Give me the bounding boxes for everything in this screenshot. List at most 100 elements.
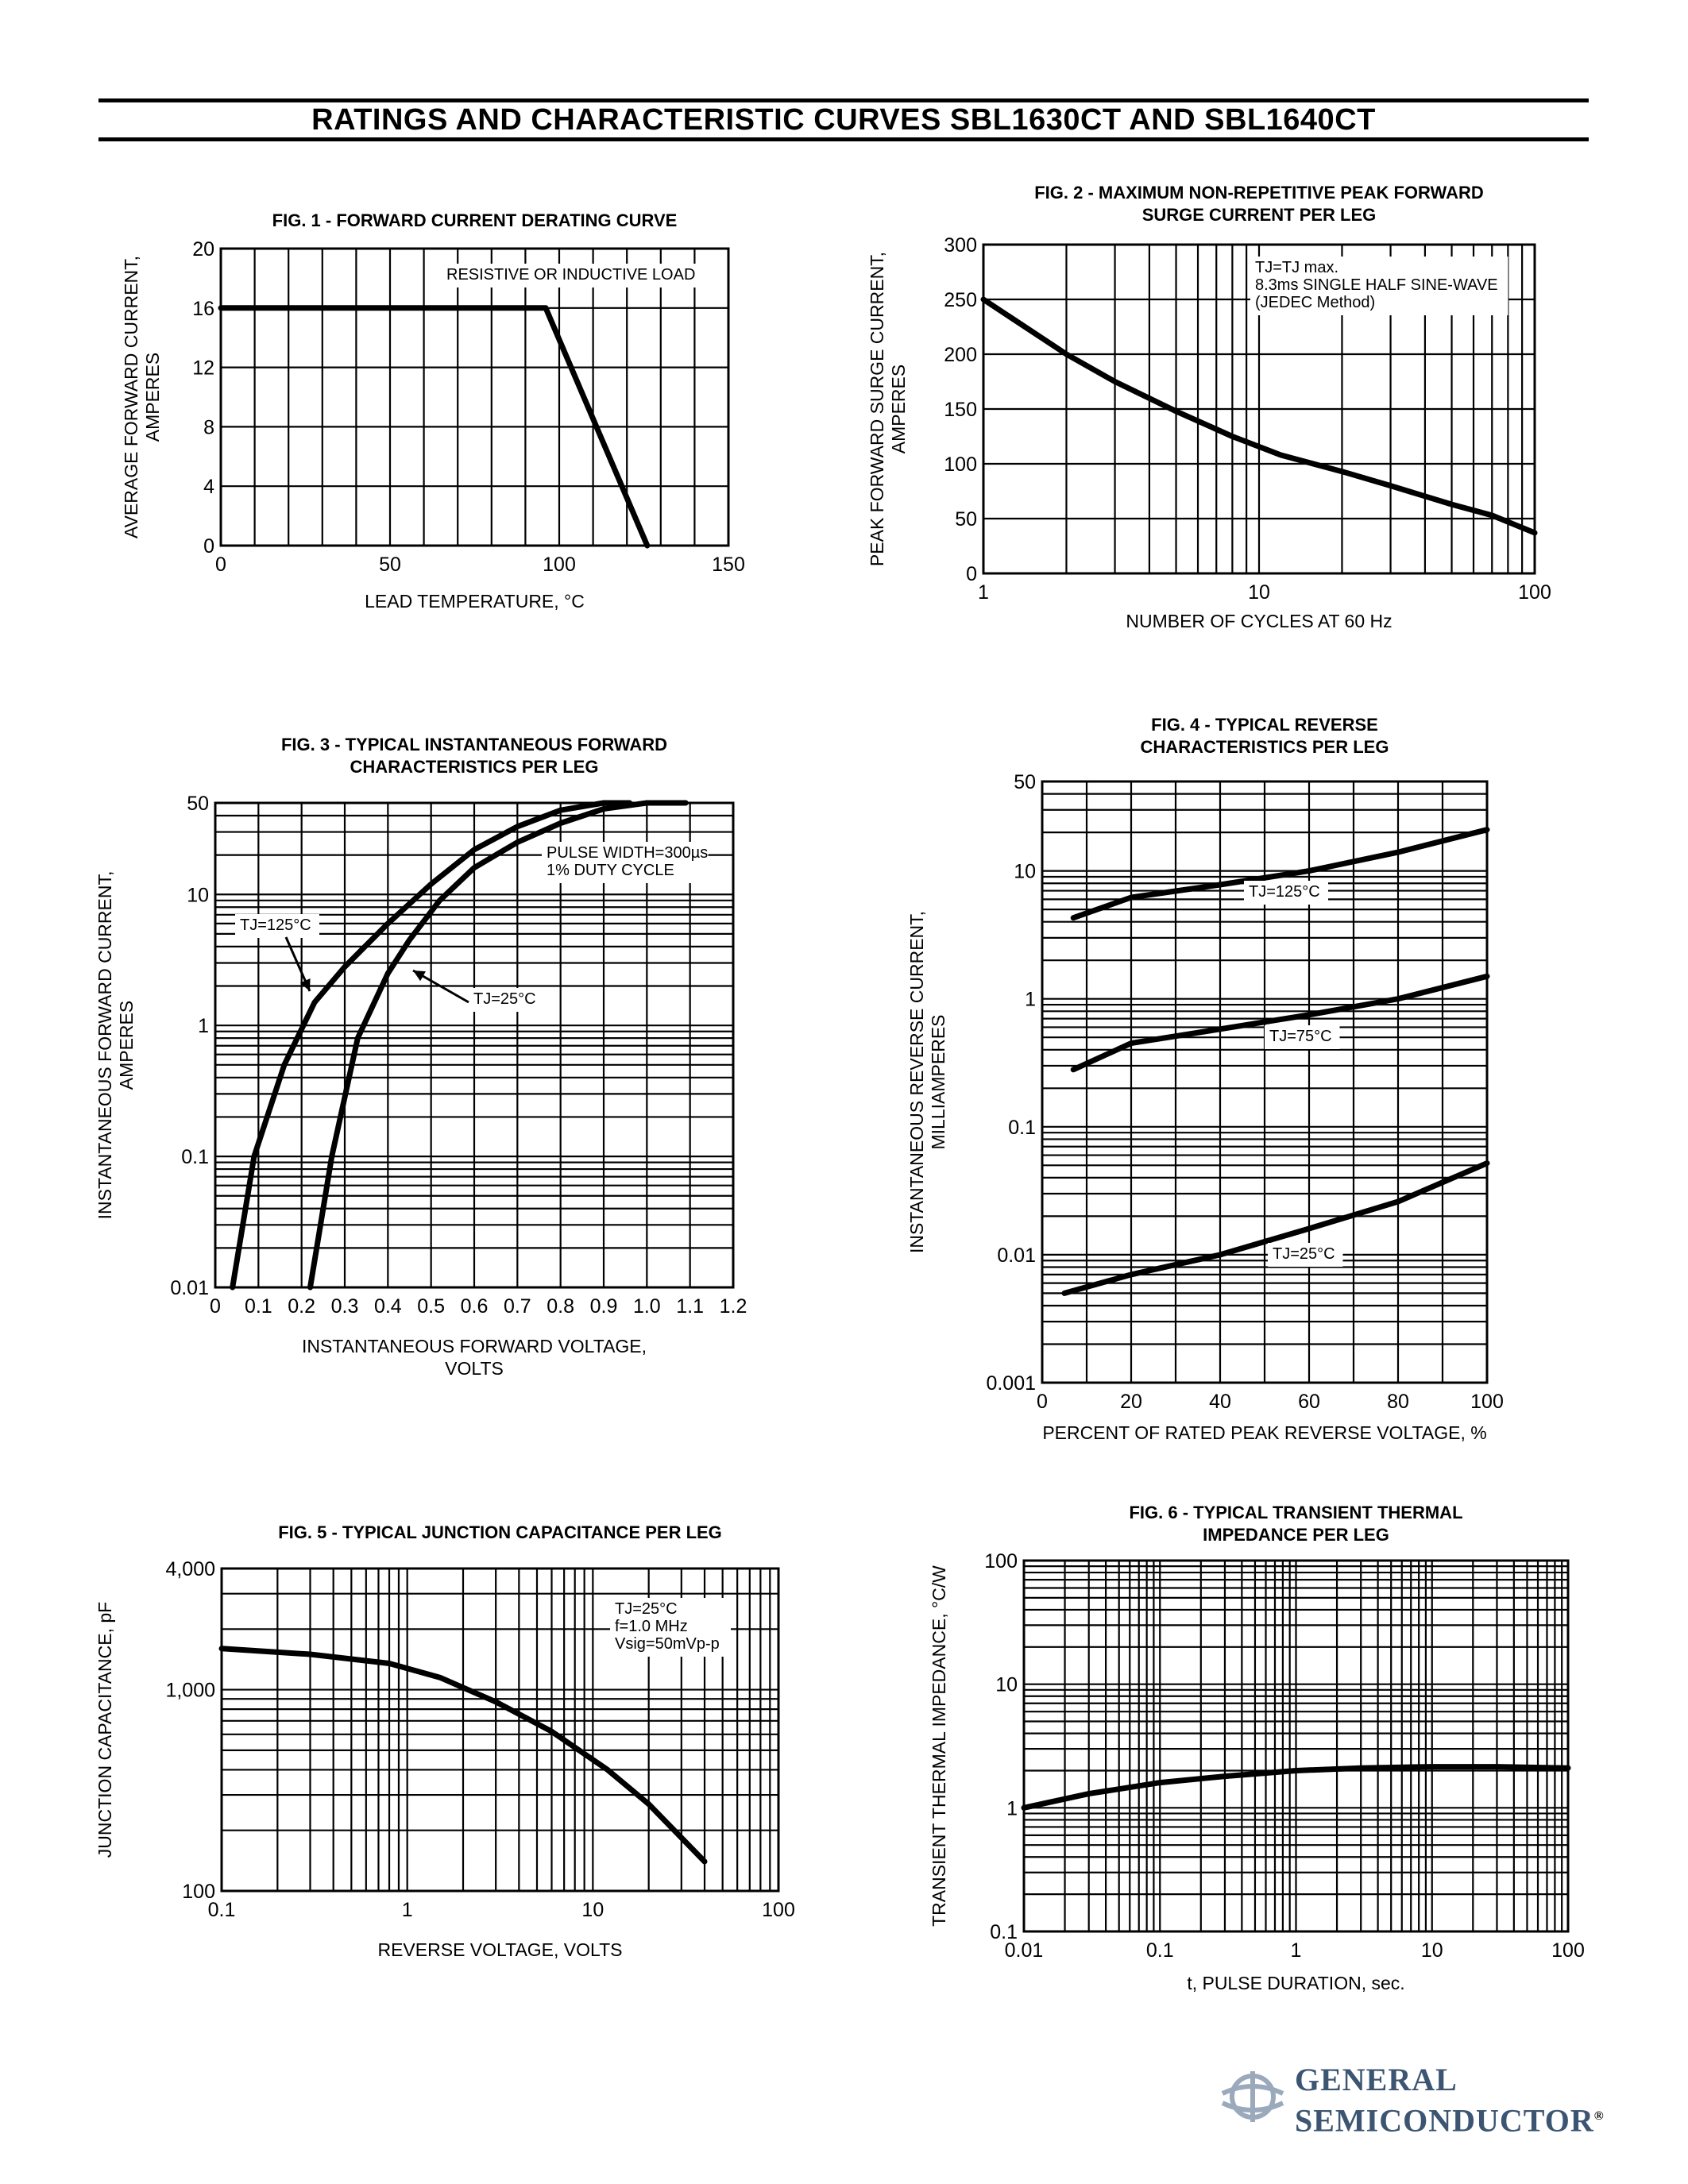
data-series-line <box>1070 973 1490 1073</box>
page-title: RATINGS AND CHARACTERISTIC CURVES SBL163… <box>311 103 1376 137</box>
y-tick-label: 200 <box>944 344 977 366</box>
y-tick-label: 12 <box>192 357 214 380</box>
x-tick-label: 0 <box>210 1295 221 1318</box>
title-underline <box>98 137 1589 141</box>
y-tick-label: 1 <box>198 1015 209 1037</box>
annotation-text: TJ=25°C <box>473 990 536 1008</box>
annotation-text: TJ=125°C <box>1249 883 1320 901</box>
x-tick-label: 10 <box>1248 581 1270 604</box>
y-axis-label: AMPERES <box>116 1001 137 1090</box>
x-tick-label: 0.8 <box>547 1295 574 1318</box>
y-tick-label: 300 <box>944 234 977 257</box>
x-axis-label: PERCENT OF RATED PEAK REVERSE VOLTAGE, % <box>1042 1422 1486 1443</box>
y-tick-label: 150 <box>944 399 977 421</box>
x-tick-label: 100 <box>1518 581 1551 604</box>
chart-title: FIG. 6 - TYPICAL TRANSIENT THERMAL <box>1129 1503 1462 1522</box>
y-tick-label: 20 <box>192 238 214 260</box>
y-tick-label: 10 <box>187 884 209 906</box>
y-tick-label: 0 <box>203 535 214 558</box>
y-tick-label: 50 <box>187 793 209 815</box>
annotation-text: 8.3ms SINGLE HALF SINE-WAVE <box>1255 276 1498 294</box>
data-series-line <box>218 305 651 549</box>
brand-line-2: SEMICONDUCTOR <box>1295 2102 1594 2139</box>
y-tick-label: 4,000 <box>165 1558 215 1580</box>
y-axis-label: JUNCTION CAPACITANCE, pF <box>95 1602 115 1858</box>
annotation-background <box>469 988 544 1012</box>
x-tick-label: 1 <box>402 1899 413 1921</box>
y-tick-label: 0 <box>966 563 977 585</box>
x-axis-label: INSTANTANEOUS FORWARD VOLTAGE, <box>302 1336 647 1356</box>
chart-title: FIG. 5 - TYPICAL JUNCTION CAPACITANCE PE… <box>278 1522 722 1542</box>
annotation-text: TJ=75°C <box>1269 1028 1332 1045</box>
x-tick-label: 100 <box>1470 1391 1504 1413</box>
x-tick-label: 1 <box>1291 1939 1302 1962</box>
chart-title: FIG. 1 - FORWARD CURRENT DERATING CURVE <box>272 210 678 230</box>
chart-title: CHARACTERISTICS PER LEG <box>350 757 599 777</box>
chart-title: FIG. 2 - MAXIMUM NON-REPETITIVE PEAK FOR… <box>1034 183 1484 203</box>
y-tick-label: 0.1 <box>1008 1117 1036 1139</box>
x-tick-label: 0.01 <box>1005 1939 1044 1962</box>
y-tick-label: 1,000 <box>165 1680 215 1702</box>
x-tick-label: 0.1 <box>208 1899 236 1921</box>
pointer-arrow-head <box>299 978 311 991</box>
x-tick-label: 10 <box>1421 1939 1443 1962</box>
y-axis-label: AMPERES <box>888 365 909 453</box>
y-tick-label: 4 <box>203 476 214 498</box>
pointer-arrow-head <box>413 970 426 982</box>
x-axis-label: VOLTS <box>445 1358 504 1379</box>
plot-frame <box>982 243 1536 575</box>
plot-frame <box>1041 780 1489 1384</box>
general-semiconductor-logo-icon <box>1221 2071 1284 2122</box>
brand-line-1: GENERAL <box>1295 2062 1458 2097</box>
annotation-background <box>1250 257 1508 315</box>
x-tick-label: 0.9 <box>590 1295 618 1318</box>
x-tick-label: 100 <box>1551 1939 1585 1962</box>
x-tick-label: 20 <box>1120 1391 1142 1413</box>
x-tick-label: 0.5 <box>417 1295 445 1318</box>
annotation-background <box>542 842 709 883</box>
data-series-line <box>1061 1160 1490 1296</box>
chart-title: SURGE CURRENT PER LEG <box>1142 205 1377 225</box>
chart-title: IMPEDANCE PER LEG <box>1203 1525 1389 1545</box>
annotation-text: TJ=25°C <box>1273 1245 1335 1263</box>
y-tick-label: 0.1 <box>990 1921 1018 1943</box>
x-tick-label: 150 <box>712 554 745 576</box>
x-axis-label: REVERSE VOLTAGE, VOLTS <box>377 1939 622 1960</box>
y-axis-label: AVERAGE FORWARD CURRENT, <box>121 256 141 538</box>
top-rule <box>98 98 1589 102</box>
x-tick-label: 100 <box>543 554 576 576</box>
x-tick-label: 50 <box>379 554 401 576</box>
y-tick-label: 100 <box>182 1881 215 1903</box>
y-tick-label: 8 <box>203 416 214 438</box>
y-tick-label: 0.001 <box>986 1372 1036 1395</box>
x-tick-label: 0 <box>1037 1391 1048 1413</box>
y-tick-label: 16 <box>192 298 214 320</box>
data-series-line <box>230 800 633 1291</box>
x-tick-label: 80 <box>1387 1391 1409 1413</box>
data-series-line <box>218 1646 708 1865</box>
x-tick-label: 100 <box>762 1899 795 1921</box>
plot-area <box>221 249 728 546</box>
x-tick-label: 1.1 <box>676 1295 704 1318</box>
plot-frame <box>220 1567 780 1893</box>
y-tick-label: 100 <box>944 453 977 476</box>
x-tick-label: 0 <box>215 554 226 576</box>
annotation-text: 1% DUTY CYCLE <box>547 862 674 879</box>
y-axis-label: INSTANTANEOUS FORWARD CURRENT, <box>95 871 115 1220</box>
annotation-text: RESISTIVE OR INDUCTIVE LOAD <box>446 266 695 284</box>
annotation-text: TJ=25°C <box>615 1600 678 1618</box>
x-tick-label: 0.1 <box>1146 1939 1174 1962</box>
annotation-text: (JEDEC Method) <box>1255 294 1375 311</box>
annotation-background <box>235 914 319 938</box>
x-tick-label: 1.0 <box>633 1295 661 1318</box>
annotation-text: f=1.0 MHz <box>615 1618 688 1635</box>
y-tick-label: 10 <box>1014 861 1036 883</box>
y-tick-label: 1 <box>1025 989 1036 1011</box>
y-tick-label: 50 <box>955 508 977 531</box>
chart-title: FIG. 3 - TYPICAL INSTANTANEOUS FORWARD <box>281 735 667 754</box>
plot-frame <box>219 247 730 547</box>
x-tick-label: 0.2 <box>288 1295 315 1318</box>
